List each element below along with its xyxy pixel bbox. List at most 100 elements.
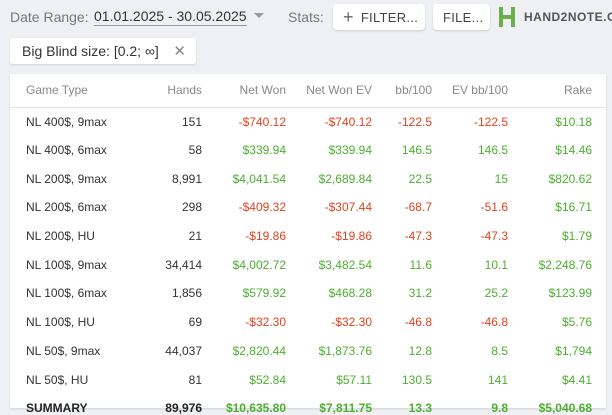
table-row[interactable]: NL 200$, 6max 298 -$409.32 -$307.44 -68.7 -51… <box>10 193 606 222</box>
cell-game-type: NL 50$, 9max <box>26 343 101 358</box>
logo-h-icon <box>498 7 518 27</box>
cell-rake: $820.62 <box>548 171 592 186</box>
filter-chip[interactable]: Big Blind size: [0.2; ∞] ✕ <box>10 38 196 64</box>
header-rake[interactable]: Rake <box>508 74 606 108</box>
cell-ev-bb100: 146.5 <box>477 143 508 158</box>
cell-hands: 8,991 <box>171 171 202 186</box>
table-row[interactable]: NL 200$, 9max 8,991 $4,041.54 $2,689.84 22.5… <box>10 164 606 193</box>
file-button[interactable]: FILE... <box>433 4 490 30</box>
cell-game-type: NL 50$, HU <box>26 372 89 387</box>
cell-net-won-ev: $57.11 <box>336 372 372 387</box>
cell-ev-bb100: -46.8 <box>480 315 508 330</box>
table-row[interactable]: NL 400$, 6max 58 $339.94 $339.94 146.5 146.5 $… <box>10 136 606 165</box>
chevron-down-icon[interactable] <box>254 13 264 18</box>
cell-hands: 58 <box>188 143 202 158</box>
cell-ev-bb100: 15 <box>494 171 508 186</box>
cell-bb100: -47.3 <box>404 229 432 244</box>
cell-hands: 44,037 <box>165 343 202 358</box>
cell-ev-bb100: 9.8 <box>491 400 508 415</box>
cell-ev-bb100: -122.5 <box>473 114 508 129</box>
cell-bb100: 130.5 <box>401 372 432 387</box>
cell-hands: 89,976 <box>165 400 202 415</box>
cell-bb100: 146.5 <box>401 143 432 158</box>
stats-table-panel: Game Type Hands Net Won Net Won EV bb/10… <box>10 74 606 415</box>
cell-rake: $1.79 <box>561 229 592 244</box>
table-row[interactable]: NL 50$, HU 81 $52.84 $57.11 130.5 141 $4.41 <box>10 365 606 394</box>
cell-ev-bb100: 10.1 <box>484 257 508 272</box>
cell-game-type: NL 100$, 6max <box>26 286 107 301</box>
cell-ev-bb100: -51.6 <box>480 200 508 215</box>
cell-bb100: 12.8 <box>408 343 432 358</box>
header-net-won-ev[interactable]: Net Won EV <box>286 74 372 108</box>
cell-rake: $10.18 <box>555 114 592 129</box>
cell-net-won-ev: $468.28 <box>328 286 372 301</box>
header-bb100[interactable]: bb/100 <box>372 74 432 108</box>
cell-net-won-ev: $339.94 <box>328 143 372 158</box>
plus-icon: + <box>343 7 354 27</box>
cell-net-won: -$32.30 <box>245 315 286 330</box>
cell-game-type: NL 100$, 9max <box>26 257 107 272</box>
date-range-selector[interactable]: 01.01.2025 - 30.05.2025 <box>94 8 247 26</box>
header-ev-bb100[interactable]: EV bb/100 <box>432 74 508 108</box>
cell-net-won-ev: $2,689.84 <box>318 171 372 186</box>
cell-net-won-ev: -$32.30 <box>331 315 372 330</box>
table-row[interactable]: NL 200$, HU 21 -$19.86 -$19.86 -47.3 -47.3 $1.… <box>10 222 606 251</box>
cell-bb100: -46.8 <box>404 315 432 330</box>
header-hands[interactable]: Hands <box>140 74 202 108</box>
cell-rake: $1,794 <box>555 343 592 358</box>
top-bar: Date Range: 01.01.2025 - 30.05.2025 Stat… <box>0 0 612 34</box>
logo-text: HAND2NOTE.CO <box>524 10 612 24</box>
cell-bb100: -68.7 <box>404 200 432 215</box>
cell-hands: 69 <box>188 315 202 330</box>
cell-net-won-ev: $7,811.75 <box>319 400 372 415</box>
cell-rake: $5,040.68 <box>538 400 592 415</box>
logo: HAND2NOTE.CO <box>498 6 612 28</box>
table-row[interactable]: NL 400$, 9max 151 -$740.12 -$740.12 -122.5 -1… <box>10 107 606 136</box>
cell-bb100: 22.5 <box>408 171 432 186</box>
cell-hands: 34,414 <box>165 257 202 272</box>
cell-bb100: 31.2 <box>408 286 432 301</box>
table-row[interactable]: NL 100$, 9max 34,414 $4,002.72 $3,482.54 11.… <box>10 250 606 279</box>
cell-net-won: -$19.86 <box>245 229 286 244</box>
table-row[interactable]: NL 100$, HU 69 -$32.30 -$32.30 -46.8 -46.8 $5.… <box>10 308 606 337</box>
cell-net-won-ev: $1,873.76 <box>318 343 372 358</box>
cell-rake: $5.76 <box>561 315 592 330</box>
cell-ev-bb100: 8.5 <box>491 343 508 358</box>
cell-hands: 298 <box>181 200 202 215</box>
cell-game-type: NL 400$, 6max <box>26 143 107 158</box>
filter-button-label: FILTER... <box>360 9 419 25</box>
cell-game-type: NL 200$, 9max <box>26 171 107 186</box>
cell-game-type: NL 400$, 9max <box>26 114 107 129</box>
close-icon[interactable]: ✕ <box>173 43 186 60</box>
filter-button[interactable]: + FILTER... <box>333 4 425 30</box>
table-header-row: Game Type Hands Net Won Net Won EV bb/10… <box>10 74 606 108</box>
cell-game-type: NL 200$, HU <box>26 229 95 244</box>
cell-net-won: $339.94 <box>242 143 286 158</box>
date-range-label: Date Range: <box>10 9 89 25</box>
cell-net-won: $52.84 <box>249 372 286 387</box>
stats-table: Game Type Hands Net Won Net Won EV bb/10… <box>10 74 606 415</box>
table-row[interactable]: NL 100$, 6max 1,856 $579.92 $468.28 31.2 25.2… <box>10 279 606 308</box>
table-body: NL 400$, 9max 151 -$740.12 -$740.12 -122.5 -1… <box>10 107 606 415</box>
cell-rake: $4.41 <box>561 372 592 387</box>
cell-ev-bb100: 25.2 <box>484 286 508 301</box>
cell-bb100: 13.3 <box>408 400 432 415</box>
cell-rake: $2,248.76 <box>538 257 592 272</box>
cell-rake: $123.99 <box>548 286 592 301</box>
cell-net-won-ev: $3,482.54 <box>318 257 372 272</box>
cell-net-won-ev: -$307.44 <box>324 200 372 215</box>
cell-rake: $14.46 <box>555 143 592 158</box>
cell-game-type: NL 200$, 6max <box>26 200 107 215</box>
table-row[interactable]: NL 50$, 9max 44,037 $2,820.44 $1,873.76 12.8… <box>10 337 606 366</box>
cell-ev-bb100: -47.3 <box>480 229 508 244</box>
cell-net-won: $4,041.54 <box>232 171 286 186</box>
header-net-won[interactable]: Net Won <box>202 74 286 108</box>
cell-hands: 1,856 <box>171 286 202 301</box>
summary-row[interactable]: SUMMARY 89,976 $10,635.80 $7,811.75 13.3 9.8 $… <box>10 394 606 415</box>
cell-net-won-ev: -$19.86 <box>331 229 372 244</box>
cell-hands: 81 <box>188 372 202 387</box>
cell-game-type: NL 100$, HU <box>26 315 95 330</box>
filter-chip-label: Big Blind size: [0.2; ∞] <box>22 43 159 59</box>
header-game-type[interactable]: Game Type <box>10 74 140 108</box>
cell-hands: 151 <box>181 114 202 129</box>
